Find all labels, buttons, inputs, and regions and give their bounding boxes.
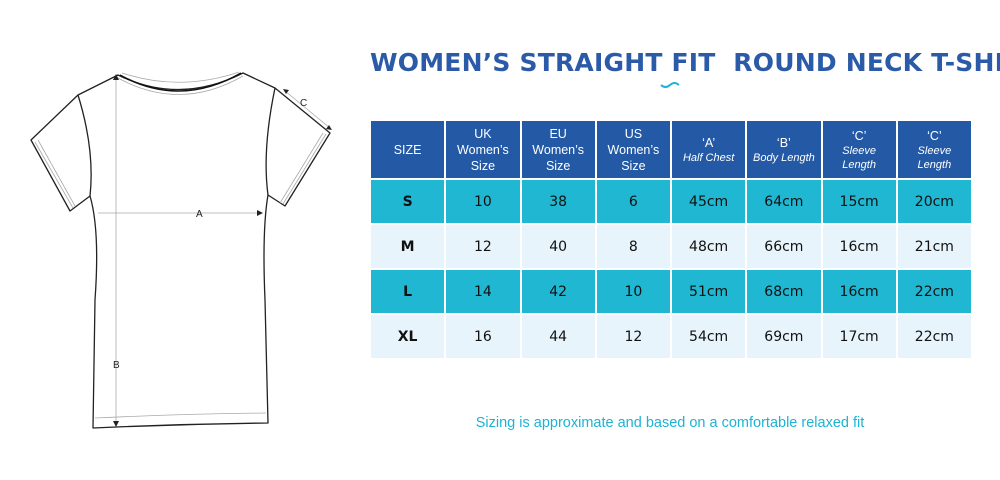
table-cell: 16cm xyxy=(822,225,896,268)
table-cell: 68cm xyxy=(747,270,821,313)
column-header: ‘C’ Sleeve Length xyxy=(822,121,896,178)
table-row: XL 16 44 12 54cm 69cm 17cm 22cm xyxy=(371,315,971,358)
column-header-text: Half Chest xyxy=(682,151,735,164)
table-cell: 10 xyxy=(446,180,520,223)
table-cell: 17cm xyxy=(822,315,896,358)
column-header: US Women’s Size xyxy=(596,121,670,178)
column-header-text: Women’s xyxy=(532,142,584,157)
table-row: M 12 40 8 48cm 66cm 16cm 21cm xyxy=(371,225,971,268)
table-cell: 16 xyxy=(446,315,520,358)
table-cell: 51cm xyxy=(672,270,746,313)
column-header-text: SIZE xyxy=(393,142,422,157)
table-cell: 42 xyxy=(521,270,595,313)
table-cell: 66cm xyxy=(747,225,821,268)
table-cell: 10 xyxy=(596,270,670,313)
size-cell: XL xyxy=(371,315,445,358)
column-header: ‘A’ Half Chest xyxy=(672,121,746,178)
column-header-text: ‘C’ xyxy=(851,128,867,143)
label-c: C xyxy=(300,98,307,109)
page-title: WOMEN’S STRAIGHT FIT ROUND NECK T-SHIRT xyxy=(370,48,1000,77)
table-cell: 38 xyxy=(521,180,595,223)
table-cell: 44 xyxy=(521,315,595,358)
column-header: SIZE xyxy=(371,121,445,178)
column-header-text: Sleeve xyxy=(842,144,876,157)
column-header-text: UK xyxy=(474,126,492,141)
table-header-row: SIZE UK Women’s Size EU Women’s Size US Women’s S… xyxy=(371,121,971,178)
table-cell: 12 xyxy=(446,225,520,268)
column-header-text: ‘C’ xyxy=(927,128,942,143)
table-cell: 16cm xyxy=(822,270,896,313)
column-header-text: Length xyxy=(917,158,952,171)
table-cell: 14 xyxy=(446,270,520,313)
table-cell: 40 xyxy=(521,225,595,268)
size-chart-table: SIZE UK Women’s Size EU Women’s Size US Women’s S… xyxy=(369,119,973,360)
table-cell: 48cm xyxy=(672,225,746,268)
column-header: EU Women’s Size xyxy=(521,121,595,178)
table-cell: 22cm xyxy=(897,315,971,358)
column-header-text: EU xyxy=(549,126,567,141)
table-cell: 6 xyxy=(596,180,670,223)
column-header-text: Size xyxy=(545,158,571,173)
size-cell: M xyxy=(371,225,445,268)
size-cell: L xyxy=(371,270,445,313)
column-header-text: Women’s xyxy=(607,142,660,157)
column-header-text: Length xyxy=(842,158,876,171)
sizing-note: Sizing is approximate and based on a com… xyxy=(475,415,865,431)
column-header-text: US xyxy=(624,126,643,141)
column-header-text: ‘A’ xyxy=(702,135,716,150)
column-header: UK Women’s Size xyxy=(446,121,520,178)
table-cell: 15cm xyxy=(822,180,896,223)
table-cell: 21cm xyxy=(897,225,971,268)
table-cell: 22cm xyxy=(897,270,971,313)
table-cell: 45cm xyxy=(672,180,746,223)
tshirt-diagram: A B C xyxy=(30,71,332,429)
table-row: L 14 42 10 51cm 68cm 16cm 22cm xyxy=(371,270,971,313)
column-header-text: Sleeve xyxy=(917,144,952,157)
column-header-text: Size xyxy=(621,158,646,173)
column-header: ‘B’ Body Length xyxy=(747,121,821,178)
wave-icon xyxy=(660,82,680,88)
size-cell: S xyxy=(371,180,445,223)
table-row: S 10 38 6 45cm 64cm 15cm 20cm xyxy=(371,180,971,223)
column-header-text: Size xyxy=(470,158,496,173)
table-cell: 69cm xyxy=(747,315,821,358)
label-b: B xyxy=(113,360,120,371)
column-header-text: Women’s xyxy=(457,142,509,157)
column-header: ‘C’ Sleeve Length xyxy=(897,121,971,178)
shirt-outline xyxy=(30,72,331,429)
table-cell: 12 xyxy=(596,315,670,358)
column-header-text: Body Length xyxy=(752,151,815,164)
label-a: A xyxy=(196,209,203,220)
table-cell: 20cm xyxy=(897,180,971,223)
table-cell: 54cm xyxy=(672,315,746,358)
table-cell: 64cm xyxy=(747,180,821,223)
column-header-text: ‘B’ xyxy=(776,135,791,150)
table-cell: 8 xyxy=(596,225,670,268)
